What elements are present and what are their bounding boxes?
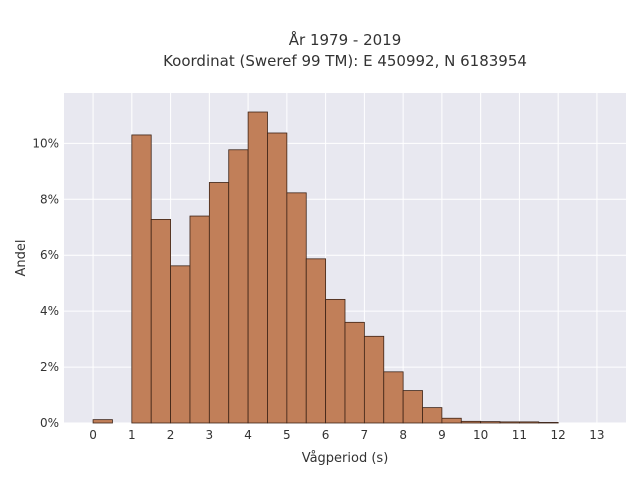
histogram-bar bbox=[170, 265, 191, 424]
histogram-bar bbox=[441, 417, 462, 424]
histogram-bar bbox=[519, 421, 540, 424]
x-tick-label: 0 bbox=[89, 428, 97, 442]
histogram-bar bbox=[402, 390, 423, 424]
histogram-bar bbox=[363, 335, 385, 424]
histogram-bar bbox=[189, 215, 210, 424]
histogram-bar bbox=[344, 321, 365, 424]
chart-title-line2: Koordinat (Sweref 99 TM): E 450992, N 61… bbox=[163, 52, 527, 70]
x-tick-label: 8 bbox=[399, 428, 407, 442]
histogram-bar bbox=[247, 111, 268, 424]
histogram-bar bbox=[480, 421, 501, 424]
histogram-bar bbox=[131, 134, 152, 424]
x-tick-label: 13 bbox=[589, 428, 604, 442]
histogram-bar bbox=[286, 192, 307, 424]
bars bbox=[92, 111, 559, 424]
histogram-bar bbox=[383, 371, 404, 424]
histogram-bar bbox=[267, 132, 288, 424]
y-tick-label: 8% bbox=[40, 192, 59, 206]
histogram-bar bbox=[305, 258, 327, 424]
y-tick-label: 4% bbox=[40, 304, 59, 318]
histogram-bar bbox=[422, 407, 443, 424]
x-tick-label: 2 bbox=[167, 428, 175, 442]
histogram-bar bbox=[208, 182, 230, 424]
histogram-bar bbox=[228, 149, 249, 424]
x-tick-label: 7 bbox=[361, 428, 369, 442]
x-tick-label: 10 bbox=[473, 428, 488, 442]
y-axis-label: Andel bbox=[14, 240, 29, 277]
x-axis-label: Vågperiod (s) bbox=[302, 451, 389, 466]
x-tick-label: 1 bbox=[128, 428, 136, 442]
y-tick-label: 6% bbox=[40, 248, 59, 262]
histogram-bar bbox=[325, 298, 346, 424]
y-tick-label: 10% bbox=[32, 136, 59, 150]
x-tick-label: 11 bbox=[512, 428, 527, 442]
y-axis-ticks: 0% 2% 4% 6% 8% 10% bbox=[32, 136, 59, 430]
x-tick-label: 3 bbox=[206, 428, 214, 442]
histogram-bar bbox=[460, 420, 482, 424]
x-tick-label: 12 bbox=[551, 428, 566, 442]
y-tick-label: 2% bbox=[40, 360, 59, 374]
x-axis-ticks: 0 1 2 3 4 5 6 7 8 9 10 11 12 13 bbox=[89, 428, 604, 442]
x-tick-label: 5 bbox=[283, 428, 291, 442]
histogram-bar bbox=[92, 419, 113, 424]
histogram-bar bbox=[150, 219, 171, 424]
x-tick-label: 4 bbox=[244, 428, 252, 442]
histogram-bar bbox=[499, 421, 520, 424]
histogram-bar bbox=[538, 422, 559, 424]
x-tick-label: 9 bbox=[438, 428, 446, 442]
chart-title-line1: År 1979 - 2019 bbox=[289, 30, 402, 49]
x-tick-label: 6 bbox=[322, 428, 330, 442]
y-tick-label: 0% bbox=[40, 416, 59, 430]
